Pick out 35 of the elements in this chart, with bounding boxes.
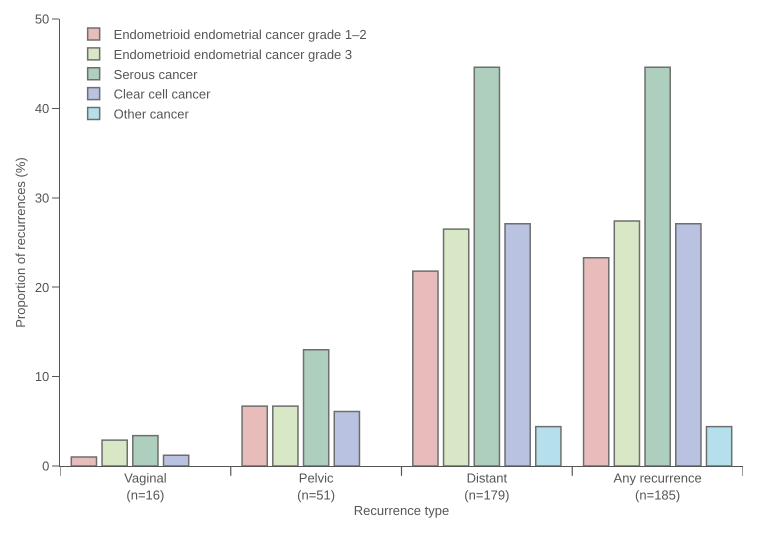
bar: [162, 454, 190, 466]
bar: [272, 405, 299, 466]
bar: [442, 228, 470, 466]
y-tick-label: 20: [34, 280, 50, 295]
x-tick-label: Pelvic (n=51): [297, 470, 336, 503]
bar: [504, 222, 531, 466]
legend-label: Endometrioid endometrial cancer grade 3: [114, 46, 352, 62]
bar: [132, 434, 159, 466]
bar: [706, 426, 732, 466]
bar: [614, 220, 640, 466]
bar: [70, 456, 98, 466]
bar: [534, 426, 562, 466]
bar: [675, 222, 702, 466]
y-tick-label: 30: [34, 190, 50, 206]
y-tick-label: 50: [34, 12, 50, 27]
bar: [474, 66, 500, 466]
bar: [302, 349, 330, 466]
x-tick-label: Any recurrence (n=185): [614, 470, 702, 503]
bar: [412, 270, 439, 466]
x-tick-label: Vaginal (n=16): [124, 470, 167, 503]
x-axis-title: Recurrence type: [354, 503, 450, 518]
y-axis-title: Proportion of recurrences (%): [12, 157, 28, 328]
bar: [241, 405, 268, 466]
bar: [644, 66, 671, 466]
bar: [101, 439, 128, 466]
legend-label: Clear cell cancer: [114, 86, 212, 102]
y-tick-label: 0: [42, 458, 50, 474]
x-tick-label: Distant (n=179): [464, 470, 510, 503]
legend-label: Other cancer: [114, 106, 190, 122]
bar: [334, 410, 360, 466]
legend-label: Serous cancer: [114, 66, 198, 82]
y-tick-label: 10: [34, 369, 50, 384]
y-tick-label: 40: [34, 100, 50, 116]
legend-label: Endometrioid endometrial cancer grade 1–2: [114, 27, 367, 42]
bar: [582, 256, 610, 466]
